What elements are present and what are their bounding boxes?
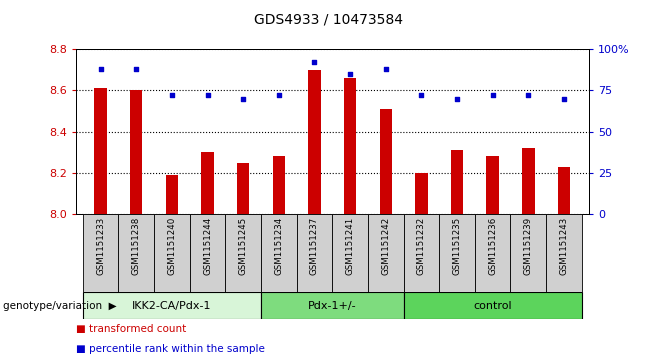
Text: GSM1151244: GSM1151244 xyxy=(203,216,212,275)
Point xyxy=(488,92,498,98)
Text: GSM1151238: GSM1151238 xyxy=(132,216,141,275)
Bar xyxy=(403,292,582,319)
Text: GSM1151232: GSM1151232 xyxy=(417,216,426,275)
Bar xyxy=(486,156,499,214)
Bar xyxy=(522,148,534,214)
Text: ■ percentile rank within the sample: ■ percentile rank within the sample xyxy=(76,344,265,354)
Text: GSM1151239: GSM1151239 xyxy=(524,216,533,275)
Point xyxy=(238,95,249,101)
Bar xyxy=(475,214,511,292)
Bar xyxy=(225,214,261,292)
Bar xyxy=(237,163,249,214)
Point xyxy=(416,92,426,98)
Text: GSM1151236: GSM1151236 xyxy=(488,216,497,275)
Bar xyxy=(403,214,440,292)
Bar xyxy=(368,214,403,292)
Bar xyxy=(308,70,320,214)
Bar xyxy=(558,167,570,214)
Point xyxy=(380,66,391,72)
Point xyxy=(452,95,463,101)
Point xyxy=(166,92,177,98)
Point xyxy=(274,92,284,98)
Bar xyxy=(94,88,107,214)
Bar xyxy=(511,214,546,292)
Text: GSM1151237: GSM1151237 xyxy=(310,216,319,275)
Bar xyxy=(272,156,285,214)
Point xyxy=(523,92,534,98)
Bar xyxy=(154,214,190,292)
Bar xyxy=(261,214,297,292)
Text: GSM1151240: GSM1151240 xyxy=(167,216,176,275)
Text: GSM1151234: GSM1151234 xyxy=(274,216,284,275)
Text: GSM1151245: GSM1151245 xyxy=(239,216,247,275)
Point xyxy=(345,71,355,77)
Bar xyxy=(201,152,214,214)
Bar xyxy=(380,109,392,214)
Bar xyxy=(332,214,368,292)
Bar xyxy=(118,214,154,292)
Text: GSM1151233: GSM1151233 xyxy=(96,216,105,275)
Text: GSM1151243: GSM1151243 xyxy=(559,216,569,275)
Text: GSM1151235: GSM1151235 xyxy=(453,216,461,275)
Point xyxy=(309,59,320,65)
Point xyxy=(95,66,106,72)
Point xyxy=(559,95,569,101)
Bar xyxy=(261,292,403,319)
Point xyxy=(131,66,141,72)
Text: genotype/variation  ▶: genotype/variation ▶ xyxy=(3,301,117,311)
Bar xyxy=(190,214,225,292)
Bar xyxy=(546,214,582,292)
Bar xyxy=(83,292,261,319)
Point xyxy=(202,92,213,98)
Text: GSM1151241: GSM1151241 xyxy=(345,216,355,275)
Text: GDS4933 / 10473584: GDS4933 / 10473584 xyxy=(255,13,403,27)
Bar xyxy=(130,90,143,214)
Bar xyxy=(83,214,118,292)
Bar xyxy=(440,214,475,292)
Text: ■ transformed count: ■ transformed count xyxy=(76,325,186,334)
Bar xyxy=(297,214,332,292)
Text: GSM1151242: GSM1151242 xyxy=(381,216,390,275)
Bar xyxy=(451,150,463,214)
Text: control: control xyxy=(473,301,512,311)
Text: Pdx-1+/-: Pdx-1+/- xyxy=(308,301,357,311)
Text: IKK2-CA/Pdx-1: IKK2-CA/Pdx-1 xyxy=(132,301,212,311)
Bar xyxy=(344,78,357,214)
Bar xyxy=(415,173,428,214)
Bar xyxy=(166,175,178,214)
